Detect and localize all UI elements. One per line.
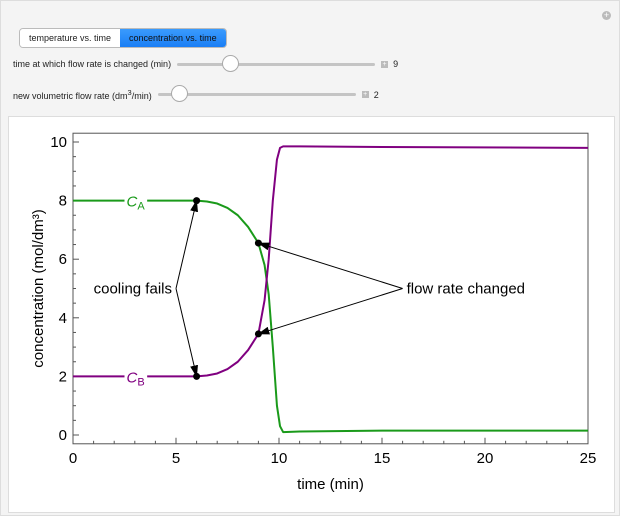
annotation-label: cooling fails — [94, 281, 172, 298]
flow-rate-value: 2 — [373, 89, 379, 100]
x-tick-label: 10 — [271, 450, 288, 467]
data-point — [193, 197, 201, 205]
plot-area — [8, 116, 615, 513]
x-tick-label: 5 — [172, 450, 180, 467]
y-tick-label: 0 — [59, 427, 67, 444]
x-tick-label: 15 — [374, 450, 391, 467]
tab-concentration[interactable]: concentration vs. time — [120, 29, 226, 47]
expand-icon[interactable]: + — [381, 60, 389, 68]
annotation-arrow — [257, 242, 403, 289]
y-tick-label: 8 — [59, 193, 67, 210]
series-label-bg — [124, 367, 148, 386]
flow-rate-slider[interactable] — [157, 85, 356, 102]
slider-thumb[interactable] — [222, 54, 240, 72]
slider-thumb[interactable] — [170, 85, 188, 102]
view-tabs: temperature vs. time concentration vs. t… — [19, 28, 227, 48]
annotation-arrow — [175, 199, 198, 289]
series-line-CB — [73, 145, 589, 378]
data-point — [254, 330, 262, 338]
data-point — [193, 372, 201, 380]
x-tick-label: 25 — [580, 450, 597, 467]
series-label-bg — [124, 191, 148, 210]
y-tick-label: 10 — [50, 134, 67, 151]
annotation-label: flow rate changed — [407, 281, 525, 298]
flow-rate-label: new volumetric flow rate (dm3/min) — [13, 88, 152, 101]
tab-temperature[interactable]: temperature vs. time — [20, 29, 121, 47]
flow-time-slider[interactable] — [177, 54, 376, 72]
flow-time-label: time at which flow rate is changed (min) — [13, 59, 172, 69]
annotation-arrow — [257, 288, 403, 335]
expand-icon[interactable]: + — [361, 91, 369, 98]
flow-time-value: 9 — [393, 59, 399, 69]
y-axis-label: concentration (mol/dm³) — [30, 209, 47, 367]
flow-time-control: time at which flow rate is changed (min)… — [13, 54, 399, 72]
x-tick-label: 0 — [69, 450, 77, 467]
data-point — [254, 239, 262, 247]
annotation-arrow — [175, 288, 198, 378]
flow-rate-control: new volumetric flow rate (dm3/min) + 2 — [13, 85, 379, 102]
add-icon[interactable]: + — [602, 10, 611, 20]
y-tick-label: 2 — [59, 368, 67, 385]
y-tick-label: 6 — [59, 251, 67, 268]
x-axis-label: time (min) — [297, 476, 364, 493]
series-line-CA — [73, 199, 588, 434]
x-tick-label: 20 — [477, 450, 494, 467]
y-tick-label: 4 — [59, 310, 67, 327]
